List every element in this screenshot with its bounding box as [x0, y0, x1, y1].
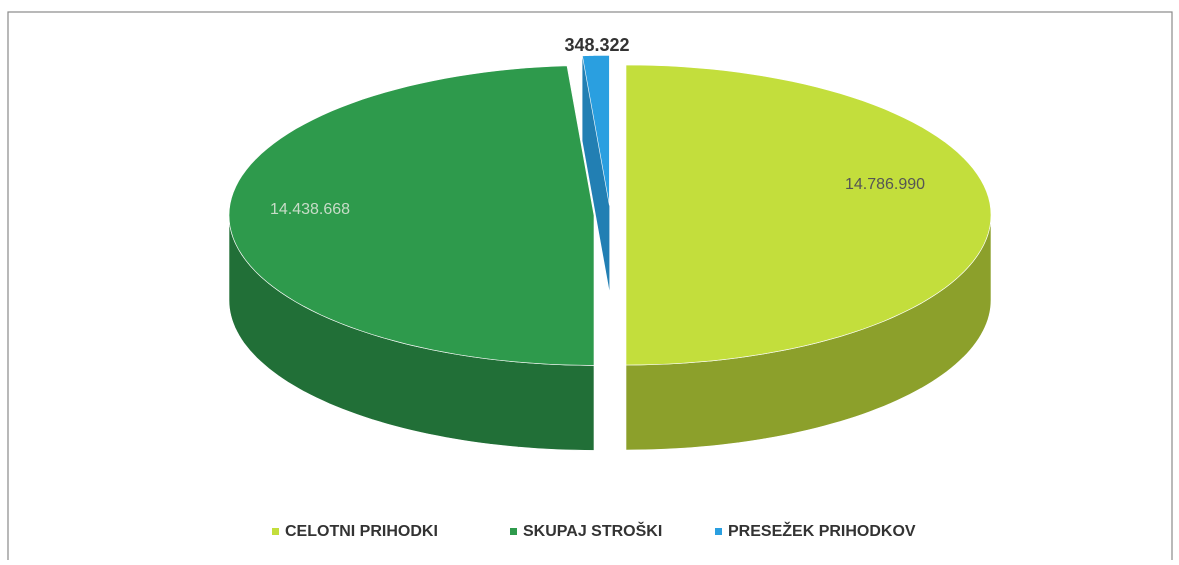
- data-label: 14.438.668: [270, 201, 350, 218]
- data-label: 348.322: [564, 35, 629, 55]
- slice-side: [582, 55, 610, 291]
- legend-label: PRESEŽEK PRIHODKOV: [728, 521, 916, 540]
- pie-slice: [625, 64, 992, 366]
- chart-frame: [7, 11, 1173, 565]
- legend-label: SKUPAJ STROŠKI: [523, 521, 662, 540]
- legend-marker: [272, 528, 279, 535]
- legend-marker: [510, 528, 517, 535]
- legend-label: CELOTNI PRIHODKI: [285, 523, 438, 540]
- data-label: 14.786.990: [845, 176, 925, 193]
- legend-marker: [715, 528, 722, 535]
- pie-slice: [582, 55, 610, 206]
- pie-slice: [228, 65, 595, 366]
